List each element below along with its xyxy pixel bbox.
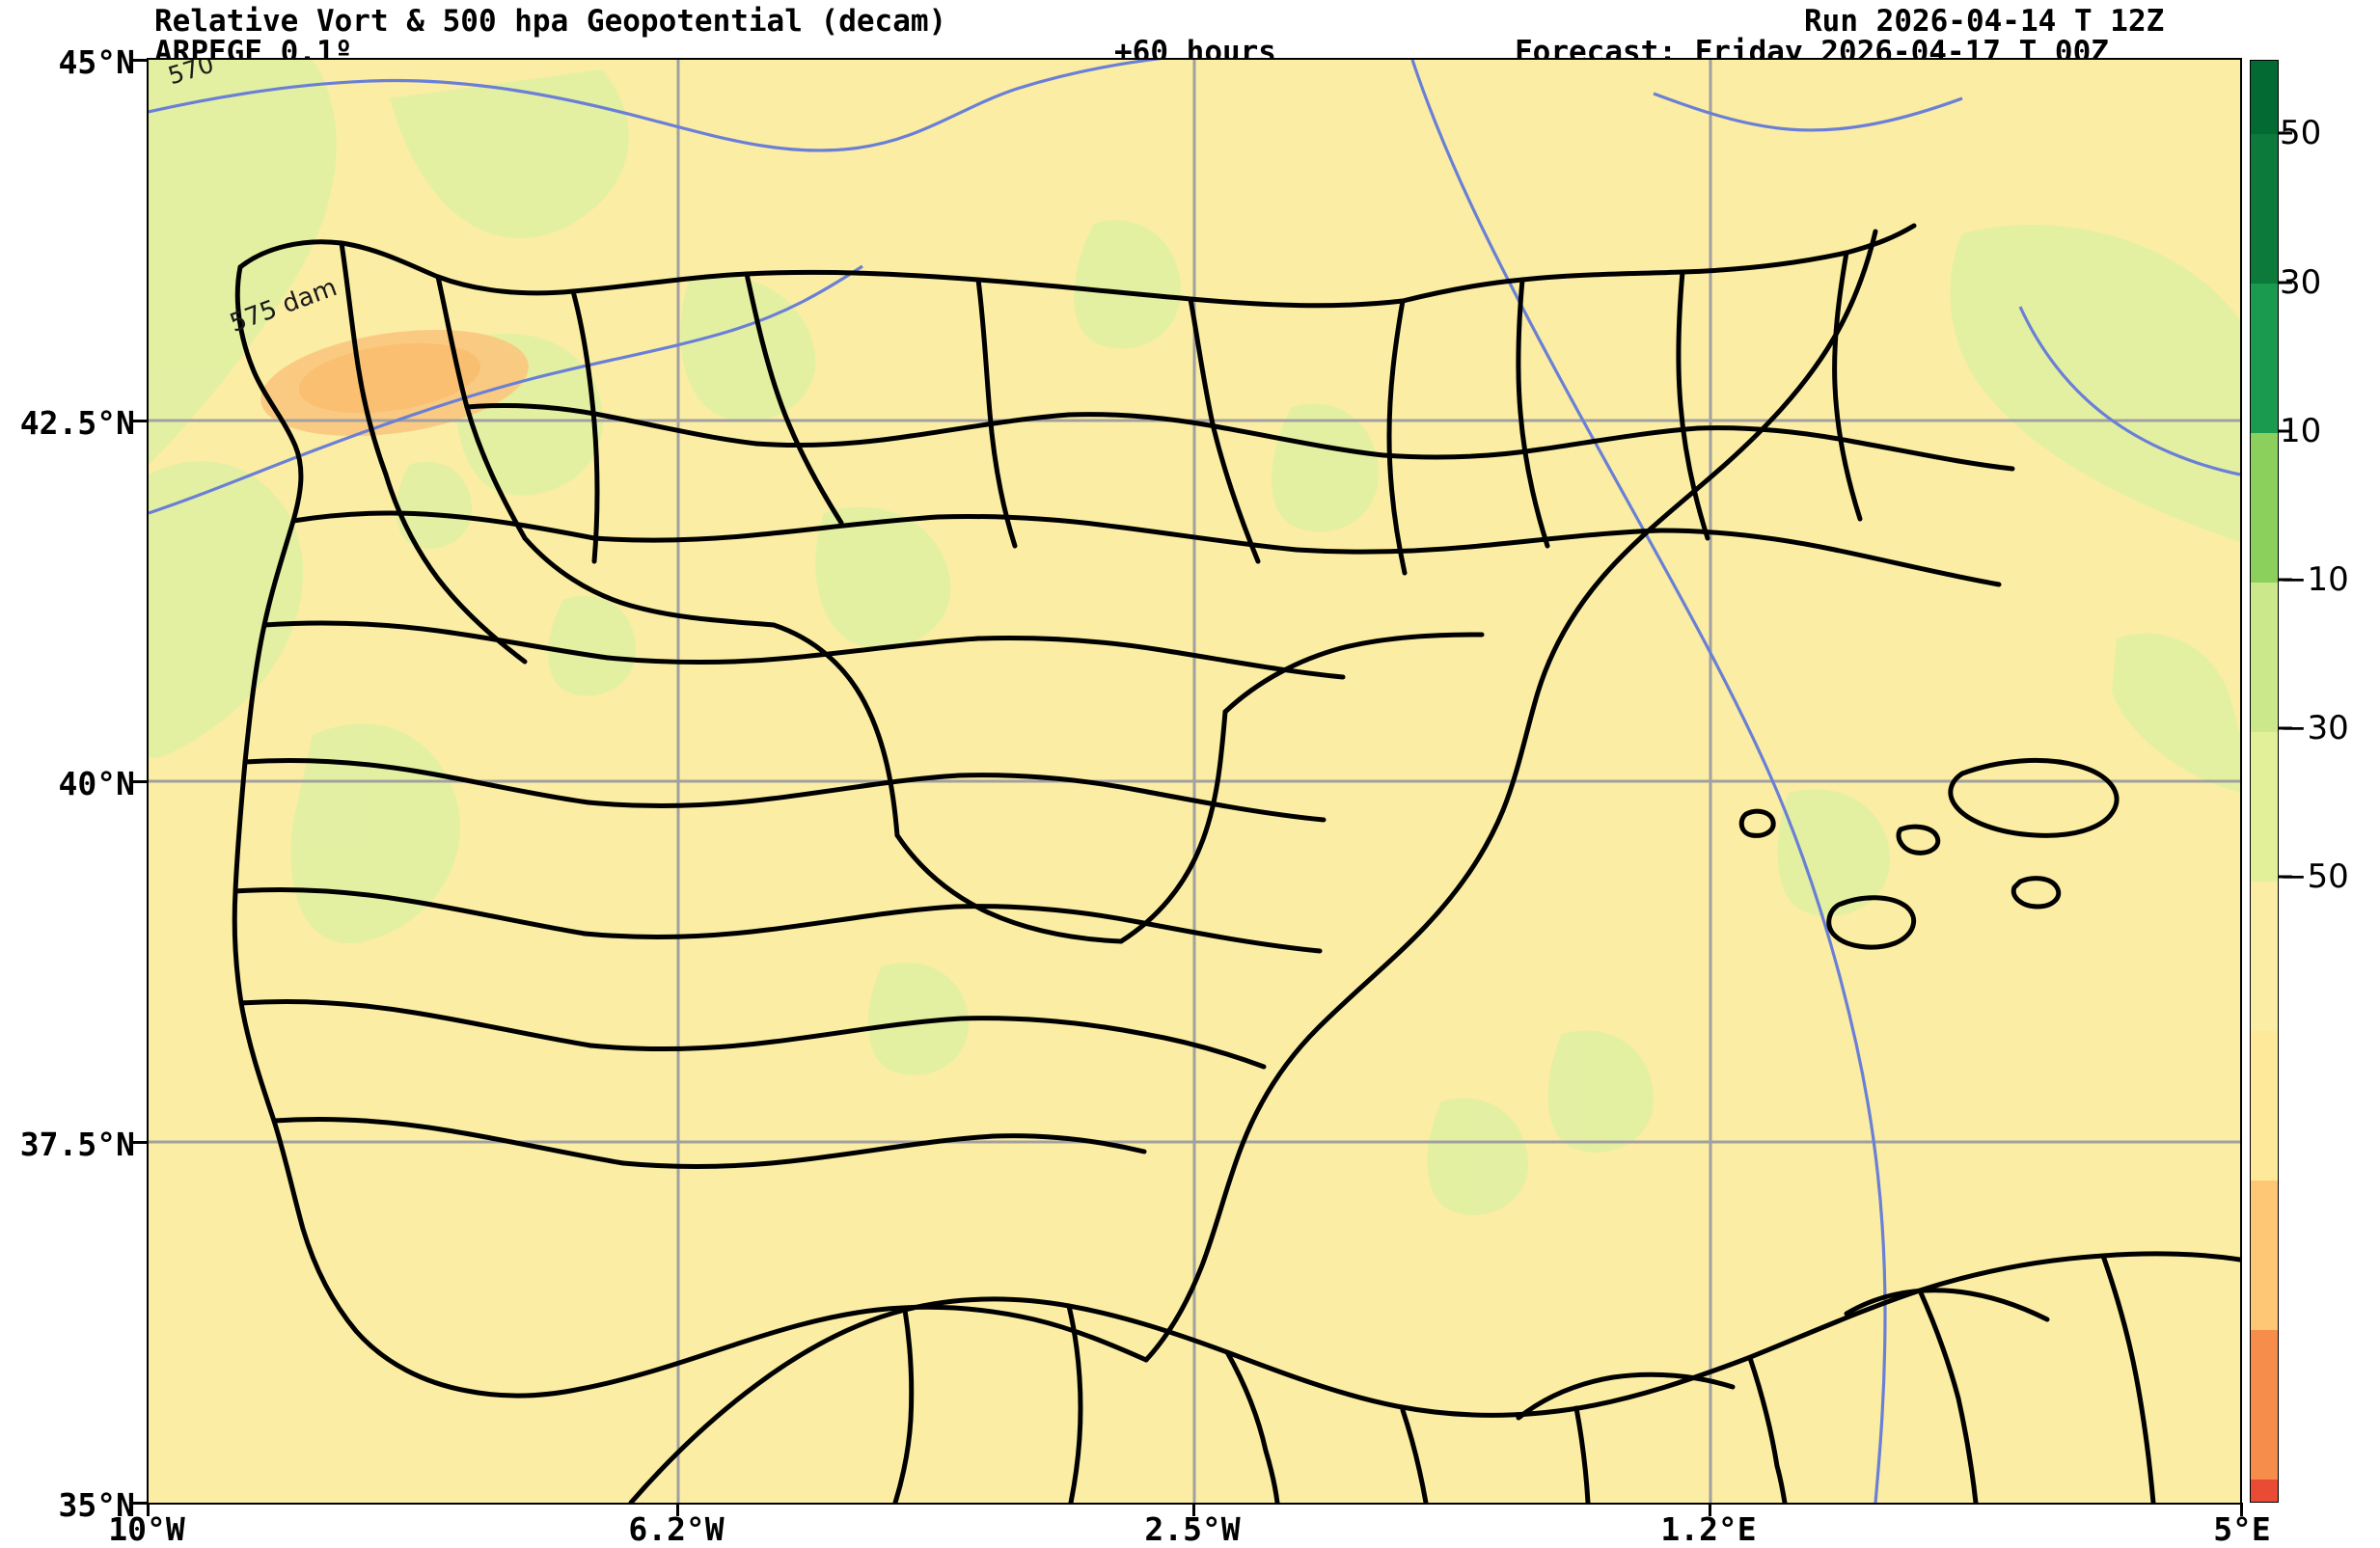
run-timestamp: Run 2026-04-14 T 12Z — [1804, 4, 2165, 39]
y-tickmark-45n — [133, 59, 147, 62]
y-tickmark-42-5n — [133, 420, 147, 422]
colorbar-band-6 — [2251, 882, 2278, 1031]
colorbar-tickmark-m50 — [2279, 875, 2292, 879]
chart-header: Relative Vort & 500 hpa Geopotential (de… — [0, 0, 2380, 69]
colorbar-tickmark-30 — [2279, 281, 2292, 285]
colorbar-band-10 — [2251, 1480, 2278, 1502]
x-tickmark-5e — [2240, 1503, 2243, 1516]
x-tickmark-2-5w — [1192, 1503, 1195, 1516]
x-tick-label-6-2w: 6.2°W — [628, 1510, 725, 1548]
x-tick-label-2-5w: 2.5°W — [1144, 1510, 1241, 1548]
y-tick-label-42-5n: 42.5°N — [19, 404, 135, 442]
y-tick-label-45n: 45°N — [58, 43, 135, 81]
x-tickmark-1-2e — [1709, 1503, 1711, 1516]
colorbar-band-0 — [2251, 61, 2278, 134]
page-title: Relative Vort & 500 hpa Geopotential (de… — [154, 4, 947, 39]
geopotential-contours — [149, 60, 2240, 1503]
colorbar-band-3 — [2251, 433, 2278, 583]
x-tickmark-10w — [147, 1503, 150, 1516]
weather-map — [149, 60, 2240, 1503]
y-tickmark-37-5n — [133, 1141, 147, 1144]
map-plot-area[interactable]: 570 575 dam — [147, 58, 2242, 1505]
colorbar-band-4 — [2251, 583, 2278, 732]
positive-vorticity-patches — [149, 60, 2240, 1215]
colorbar-tickmark-50 — [2279, 131, 2292, 135]
colorbar-band-5 — [2251, 732, 2278, 882]
colorbar-tickmark-m30 — [2279, 726, 2292, 730]
colorbar-label-m30: −30 — [2280, 709, 2349, 747]
colorbar-label-30: 30 — [2280, 263, 2322, 302]
colorbar-band-7 — [2251, 1031, 2278, 1181]
x-tick-label-5e: 5°E — [2213, 1510, 2271, 1548]
colorbar-tickmark-m10 — [2279, 578, 2292, 582]
colorbar-label-10: 10 — [2280, 412, 2322, 450]
colorbar-band-1 — [2251, 134, 2278, 284]
admin-boundaries — [232, 223, 2240, 1503]
colorbar-label-m10: −10 — [2280, 560, 2349, 599]
x-tick-label-1-2e: 1.2°E — [1660, 1510, 1757, 1548]
y-tickmark-40n — [133, 780, 147, 783]
x-tickmark-6-2w — [676, 1503, 679, 1516]
colorbar-band-2 — [2251, 284, 2278, 433]
y-tick-label-40n: 40°N — [58, 765, 135, 802]
y-tick-label-37-5n: 37.5°N — [19, 1126, 135, 1163]
y-tick-label-35n: 35°N — [58, 1486, 135, 1524]
y-tickmark-35n — [133, 1502, 147, 1505]
vorticity-colorbar[interactable] — [2250, 60, 2279, 1503]
colorbar-band-8 — [2251, 1181, 2278, 1330]
x-tick-label-10w: 10°W — [108, 1510, 185, 1548]
negative-vorticity-core — [298, 342, 481, 414]
colorbar-label-m50: −50 — [2280, 857, 2349, 896]
colorbar-band-9 — [2251, 1330, 2278, 1480]
colorbar-tickmark-10 — [2279, 429, 2292, 433]
colorbar-label-50: 50 — [2280, 114, 2322, 152]
